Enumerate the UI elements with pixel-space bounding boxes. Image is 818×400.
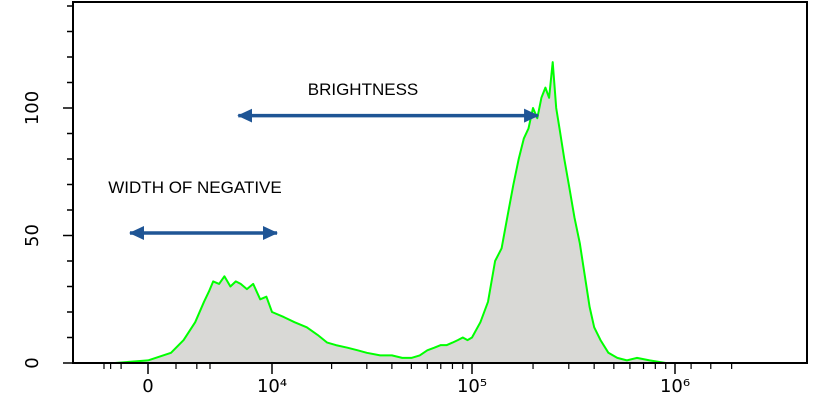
- x-tick-label: 10⁴: [257, 376, 287, 397]
- x-tick-label: 10⁶: [660, 376, 690, 397]
- series-area-0: [104, 62, 666, 363]
- annotation-layer: BRIGHTNESS WIDTH OF NEGATIVE: [108, 80, 540, 240]
- plot-frame: [72, 1, 808, 364]
- axis-layer: 0 50 100 0 10⁴ 10⁵ 10⁶: [22, 1, 808, 397]
- y-tick-label: 0: [22, 357, 43, 368]
- annotation-label-0: BRIGHTNESS: [308, 80, 419, 99]
- y-tick-label: 100: [22, 91, 43, 125]
- x-tick-label: 0: [142, 376, 153, 397]
- y-tick-label: 50: [22, 224, 43, 247]
- x-tick-label: 10⁵: [457, 376, 487, 397]
- series-line-0: [104, 61, 666, 364]
- annotation-label-1: WIDTH OF NEGATIVE: [108, 178, 281, 197]
- series-layer: [104, 61, 666, 364]
